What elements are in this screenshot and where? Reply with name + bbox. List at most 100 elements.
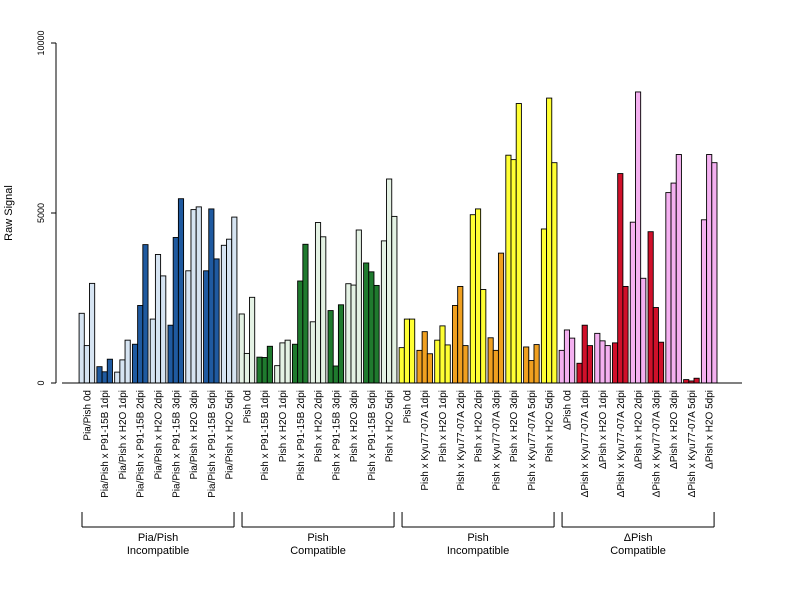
bar: [546, 97, 553, 384]
group-label-line2: Incompatible: [127, 545, 189, 557]
x-tick-label: Pish x H2O 2dpi: [314, 390, 325, 462]
x-tick-label: ΔPish 0d: [562, 390, 573, 430]
bar: [700, 219, 708, 384]
x-tick-label: ΔPish x Kyu77-07A 5dpi: [687, 390, 698, 497]
bar: [439, 325, 446, 384]
bar: [581, 324, 588, 384]
bar: [409, 318, 416, 384]
bar: [185, 270, 192, 384]
bar: [256, 356, 263, 384]
x-tick-label: Pish x P91-15B 3dpi: [331, 390, 342, 481]
bar: [320, 236, 327, 384]
bar: [167, 324, 174, 384]
bar: [203, 270, 210, 384]
bar: [78, 312, 85, 384]
bar: [213, 258, 220, 384]
x-tick-label: Pish x H2O 3dpi: [509, 390, 520, 462]
bar: [487, 337, 494, 384]
group-label-line1: Pish: [467, 532, 488, 544]
x-tick-label: Pia/Pish x P91-15B 5dpi: [207, 390, 218, 498]
bar: [177, 198, 185, 384]
bar: [444, 344, 451, 384]
bar: [711, 162, 718, 384]
bar: [154, 254, 162, 384]
x-tick-label: Pia/Pish x P91-15B 3dpi: [171, 390, 182, 498]
bar: [665, 192, 672, 384]
bar: [492, 349, 499, 384]
bar: [137, 305, 144, 384]
bar: [551, 162, 558, 384]
bar: [510, 159, 517, 384]
x-tick-label: Pia/Pish x H2O 3dpi: [189, 390, 200, 480]
bar: [670, 182, 677, 384]
x-tick-label: Pish x P91-15B 2dpi: [296, 390, 307, 481]
x-tick-label: Pia/Pish x P91-15B 1dpi: [100, 390, 111, 498]
bar: [622, 285, 629, 384]
bar: [421, 331, 428, 384]
bar: [599, 340, 606, 384]
x-tick-label: Pish x Kyu77-07A 1dpi: [420, 390, 431, 491]
bar: [172, 237, 179, 384]
x-tick-label: Pia/Pish x P91-15B 2dpi: [136, 390, 147, 498]
bar: [106, 358, 113, 384]
bar: [391, 215, 398, 384]
x-tick-label: Pish x H2O 1dpi: [278, 390, 289, 462]
bar: [337, 304, 345, 384]
x-tick-label: Pish x Kyu77-07A 3dpi: [491, 390, 502, 491]
bar: [243, 352, 250, 384]
bar: [96, 366, 103, 384]
bar: [426, 353, 433, 384]
bar: [528, 360, 535, 384]
bar: [261, 357, 268, 384]
bar: [434, 339, 441, 384]
group-label-line1: Pia/Pish: [138, 532, 178, 544]
bar: [398, 347, 405, 384]
bar: [604, 345, 611, 384]
bar: [297, 280, 304, 384]
bar: [101, 371, 108, 384]
group-label-line1: ΔPish: [624, 532, 653, 544]
bar: [238, 313, 245, 384]
x-tick-label: ΔPish x H2O 2dpi: [634, 390, 645, 469]
bar: [231, 216, 238, 384]
x-tick-label: Pish 0d: [402, 390, 413, 423]
bar: [292, 343, 299, 384]
bar: [658, 341, 665, 384]
x-tick-label: Pish x P91-15B 1dpi: [260, 390, 271, 481]
bar: [540, 228, 548, 384]
bar: [594, 332, 601, 384]
bar: [497, 252, 505, 384]
bar: [706, 154, 713, 384]
labels-layer: Pia/Pish 0d Pia/Pish x P91-15B 1dpi Pia/Pi…: [82, 390, 715, 498]
y-tick-label: 0: [36, 380, 46, 385]
bar: [208, 208, 215, 384]
x-tick-label: Pish x H2O 2dpi: [474, 390, 485, 462]
x-tick-label: Pish x H2O 5dpi: [545, 390, 556, 462]
bar: [558, 349, 565, 384]
bar: [160, 275, 167, 384]
bar: [647, 231, 654, 384]
x-tick-label: Pish 0d: [242, 390, 253, 423]
bar: [693, 377, 700, 384]
bar: [629, 221, 636, 384]
bar: [635, 91, 642, 384]
bar: [249, 296, 256, 384]
bar: [475, 208, 482, 384]
bar: [386, 178, 393, 384]
y-tick-label: 5000: [36, 203, 46, 223]
bar: [309, 321, 316, 384]
x-tick-label: Pia/Pish x H2O 2dpi: [154, 390, 165, 480]
bar: [266, 345, 273, 384]
bar: [368, 271, 375, 384]
bar: [83, 345, 90, 384]
bar: [124, 339, 131, 384]
bar: [462, 345, 469, 384]
bar: [119, 359, 126, 384]
y-axis-label: Raw Signal: [3, 185, 15, 241]
bar: [515, 103, 522, 384]
bar: [586, 345, 593, 384]
bar: [363, 262, 370, 384]
bar: [505, 154, 512, 384]
bar: [480, 289, 487, 384]
